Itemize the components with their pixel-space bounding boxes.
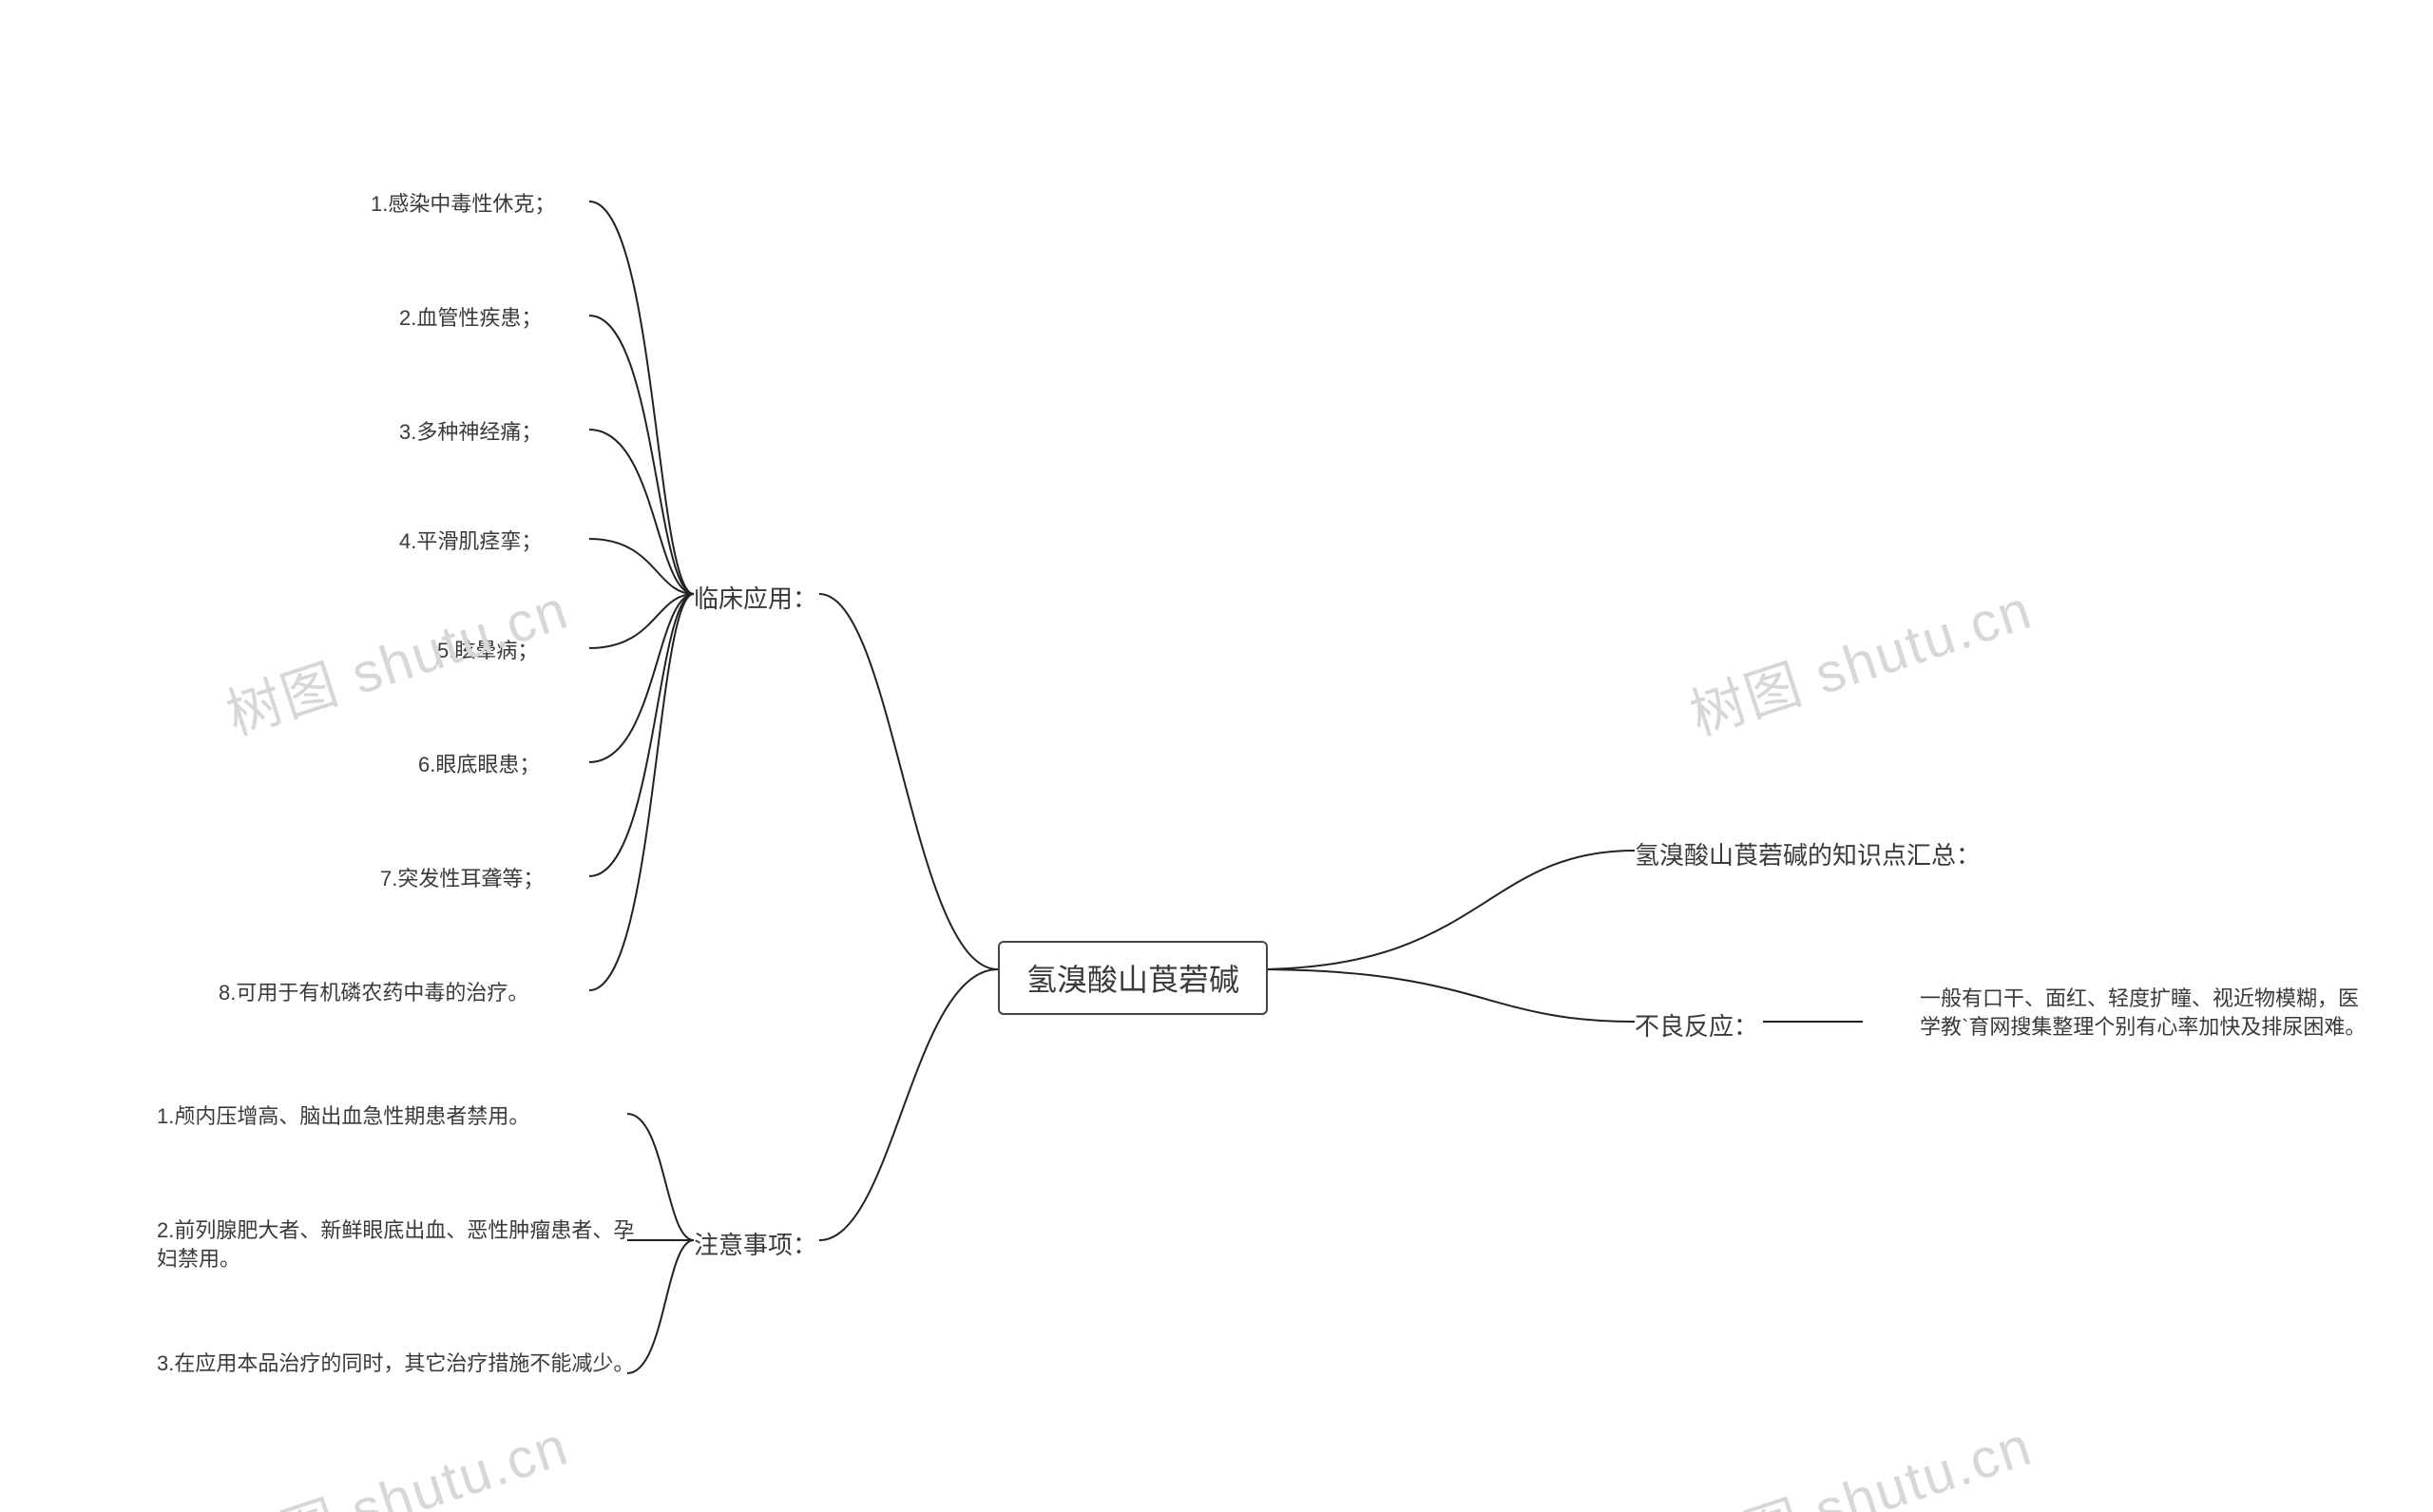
branch-adverse: 不良反应：: [1635, 1007, 1758, 1043]
leaf-precaution-2: 2.前列腺肥大者、新鲜眼底出血、恶性肿瘤患者、孕妇禁用。: [157, 1216, 651, 1273]
leaf-clinical-7: 7.突发性耳聋等；: [380, 865, 713, 893]
leaf-adverse-1: 一般有口干、面红、轻度扩瞳、视近物模糊，医学教`育网搜集整理个别有心率加快及排尿…: [1920, 985, 2376, 1041]
leaf-clinical-4: 4.平滑肌痉挛；: [399, 527, 713, 556]
branch-clinical: 临床应用：: [694, 580, 817, 615]
connector-layer: [0, 0, 2433, 1512]
leaf-clinical-2: 2.血管性疾患；: [399, 304, 713, 333]
leaf-precaution-1: 1.颅内压增高、脑出血急性期患者禁用。: [157, 1102, 718, 1131]
root-node: 氢溴酸山莨菪碱: [998, 941, 1268, 1015]
leaf-clinical-6: 6.眼底眼患；: [418, 751, 713, 779]
leaf-clinical-3: 3.多种神经痛；: [399, 418, 713, 447]
leaf-precaution-3: 3.在应用本品治疗的同时，其它治疗措施不能减少。: [157, 1349, 651, 1378]
watermark-3: 树图 shutu.cn: [215, 1401, 577, 1512]
watermark-2: 树图 shutu.cn: [1678, 565, 2040, 750]
branch-precautions: 注意事项：: [694, 1226, 817, 1261]
watermark-4: 树图 shutu.cn: [1678, 1401, 2040, 1512]
branch-knowledge: 氢溴酸山莨菪碱的知识点汇总：: [1635, 836, 1981, 871]
leaf-clinical-5: 5.眩晕病；: [437, 637, 713, 665]
leaf-clinical-1: 1.感染中毒性休克；: [371, 190, 713, 219]
leaf-clinical-8: 8.可用于有机磷农药中毒的治疗。: [219, 979, 713, 1007]
